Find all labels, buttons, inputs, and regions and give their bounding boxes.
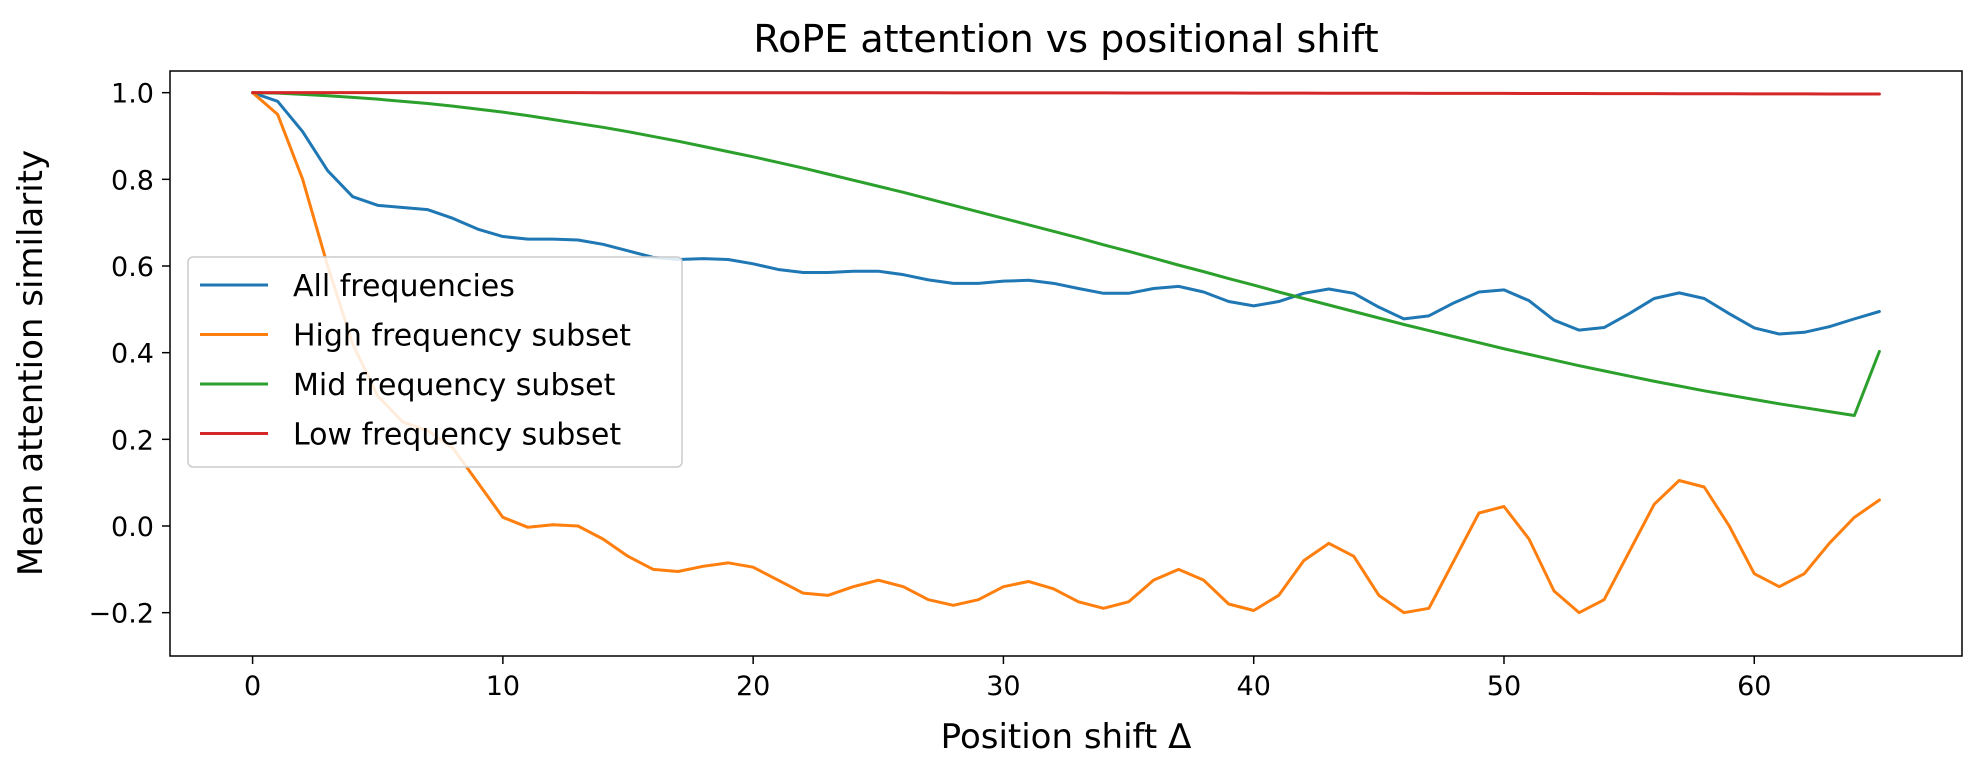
- y-axis-ticks: −0.2 0.0 0.2 0.4 0.6 0.8 1.0: [88, 79, 170, 630]
- plot-frame: [169, 70, 1963, 657]
- legend-label-4: Low frequency subset: [293, 418, 621, 453]
- y-tick-label: 0.6: [111, 252, 154, 283]
- x-tick-label: 30: [986, 671, 1020, 702]
- y-tick-label: 0.2: [111, 425, 154, 456]
- y-tick-label: 0.4: [111, 339, 154, 370]
- chart-title: RoPE attention vs positional shift: [753, 17, 1378, 61]
- x-tick-label: 60: [1737, 671, 1771, 702]
- y-tick-label: 0.8: [111, 165, 154, 196]
- plot-lines: [251, 91, 1881, 615]
- legend: All frequencies High frequency subset Mid …: [187, 256, 683, 468]
- x-tick-label: 20: [736, 671, 770, 702]
- legend-label-3: Mid frequency subset: [293, 368, 616, 403]
- series-line-2: [251, 91, 1881, 615]
- x-tick-label: 0: [244, 671, 261, 702]
- y-tick-label: 0.0: [111, 512, 154, 543]
- series-line-1: [251, 91, 1881, 336]
- legend-label-1: All frequencies: [293, 269, 515, 304]
- x-axis-ticks: 0 10 20 30 40 50 60: [244, 656, 1771, 702]
- series-line-4: [251, 91, 1881, 96]
- legend-box: [187, 256, 683, 468]
- y-axis-label: Mean attention similarity: [11, 150, 51, 576]
- y-tick-label: 1.0: [111, 79, 154, 110]
- x-tick-label: 10: [486, 671, 520, 702]
- x-axis-label: Position shift Δ: [941, 717, 1192, 757]
- x-tick-label: 50: [1487, 671, 1521, 702]
- series-line-3: [251, 91, 1881, 417]
- legend-label-2: High frequency subset: [293, 319, 631, 354]
- x-tick-label: 40: [1237, 671, 1271, 702]
- y-tick-label: −0.2: [88, 599, 154, 630]
